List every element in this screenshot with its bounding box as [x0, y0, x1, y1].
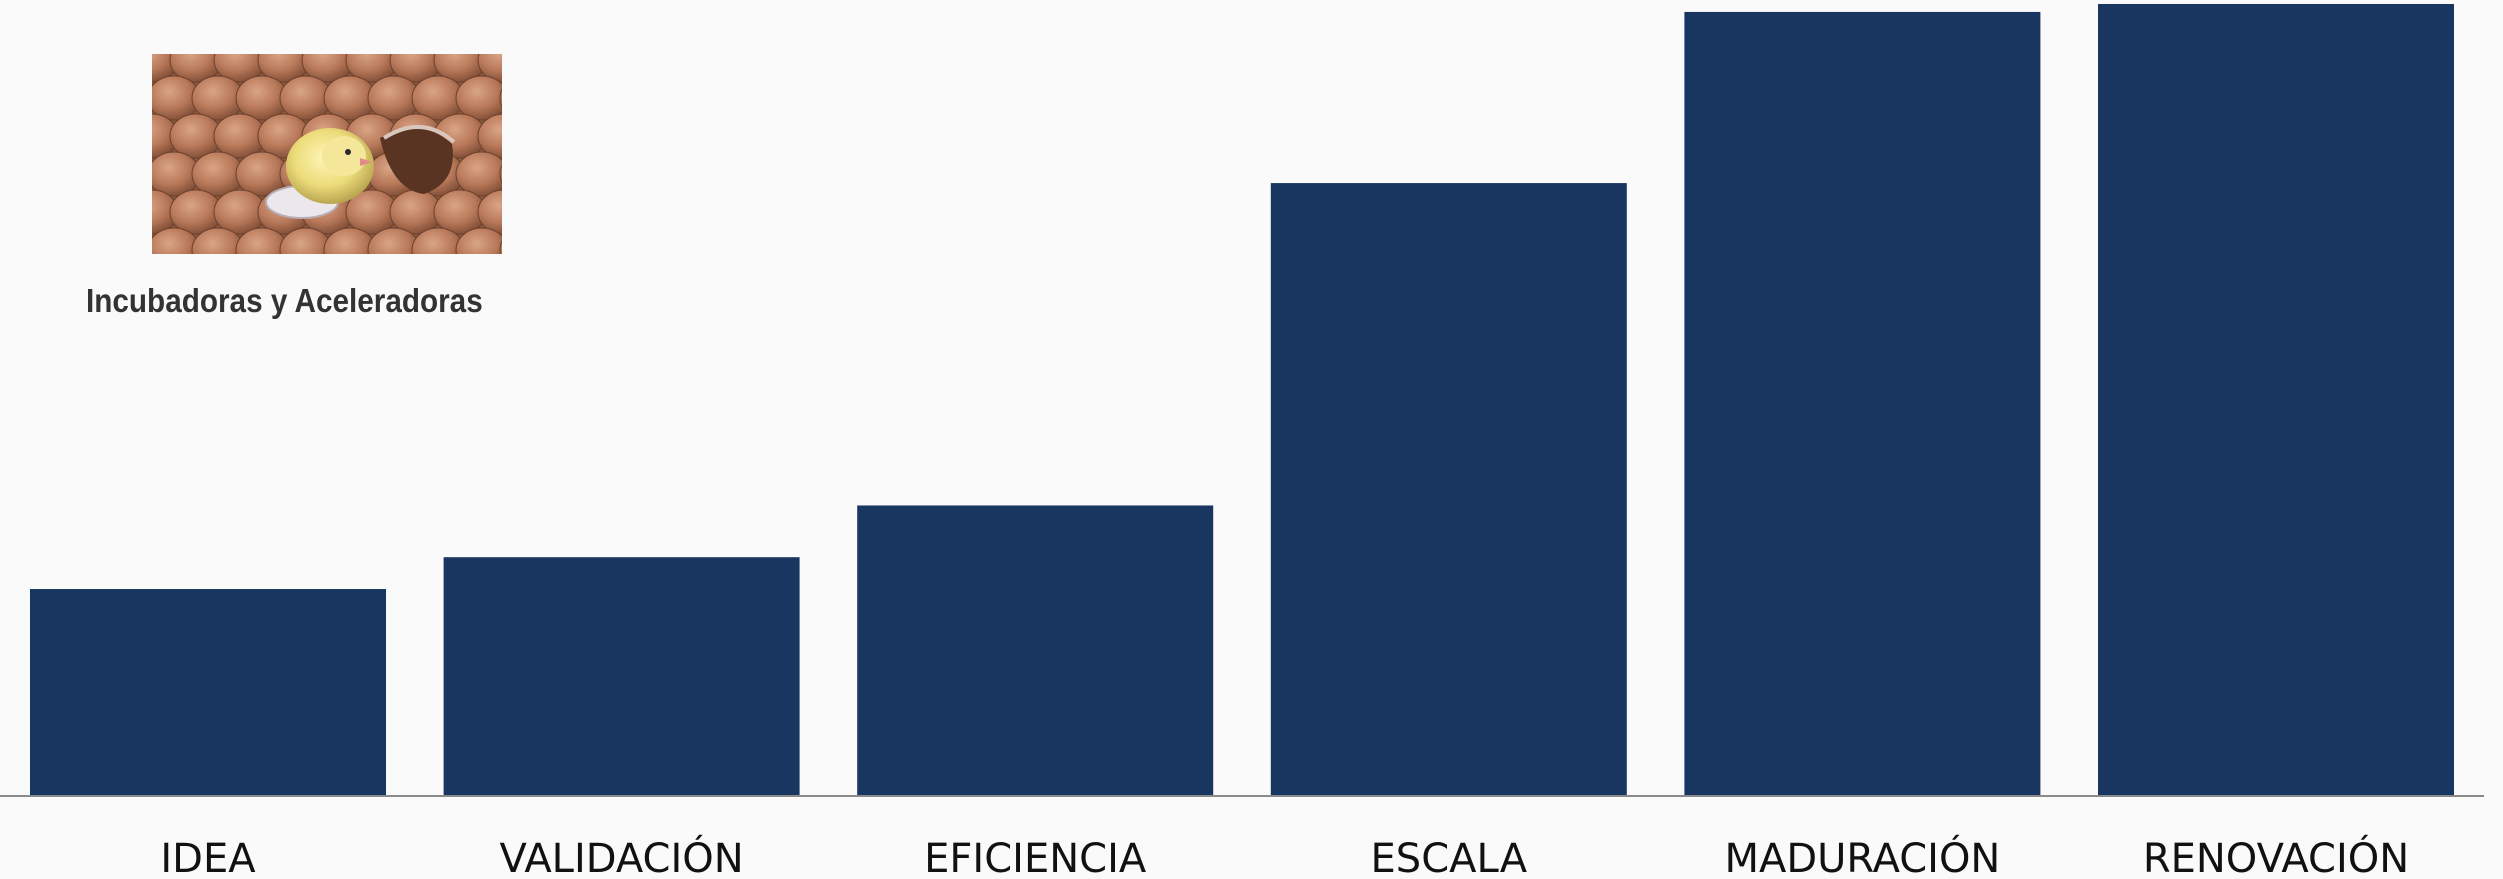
bar-eficiencia: [857, 505, 1214, 796]
inset-caption: Incubadoras y Aceleradoras: [86, 282, 483, 319]
category-label-validación: VALIDACIÓN: [500, 834, 744, 879]
hatching-chick-image: [152, 54, 502, 254]
bar-escala: [1270, 183, 1627, 796]
bar-idea: [30, 589, 386, 796]
category-label-renovación: RENOVACIÓN: [2143, 834, 2409, 879]
category-label-escala: ESCALA: [1371, 836, 1528, 879]
bar-renovación: [2098, 3, 2454, 797]
bar-validación: [443, 557, 800, 796]
category-label-idea: IDEA: [160, 836, 256, 879]
category-label-maduración: MADURACIÓN: [1724, 834, 2000, 879]
bar-maduración: [1684, 11, 2041, 796]
incubators-inset: Incubadoras y Aceleradoras: [86, 54, 506, 334]
category-label-eficiencia: EFICIENCIA: [924, 836, 1147, 879]
category-labels-group: IDEA VALIDACIÓN EFICIENCIA ESCALA MADURACIÓN…: [160, 834, 2409, 879]
bars-group: [30, 3, 2454, 797]
